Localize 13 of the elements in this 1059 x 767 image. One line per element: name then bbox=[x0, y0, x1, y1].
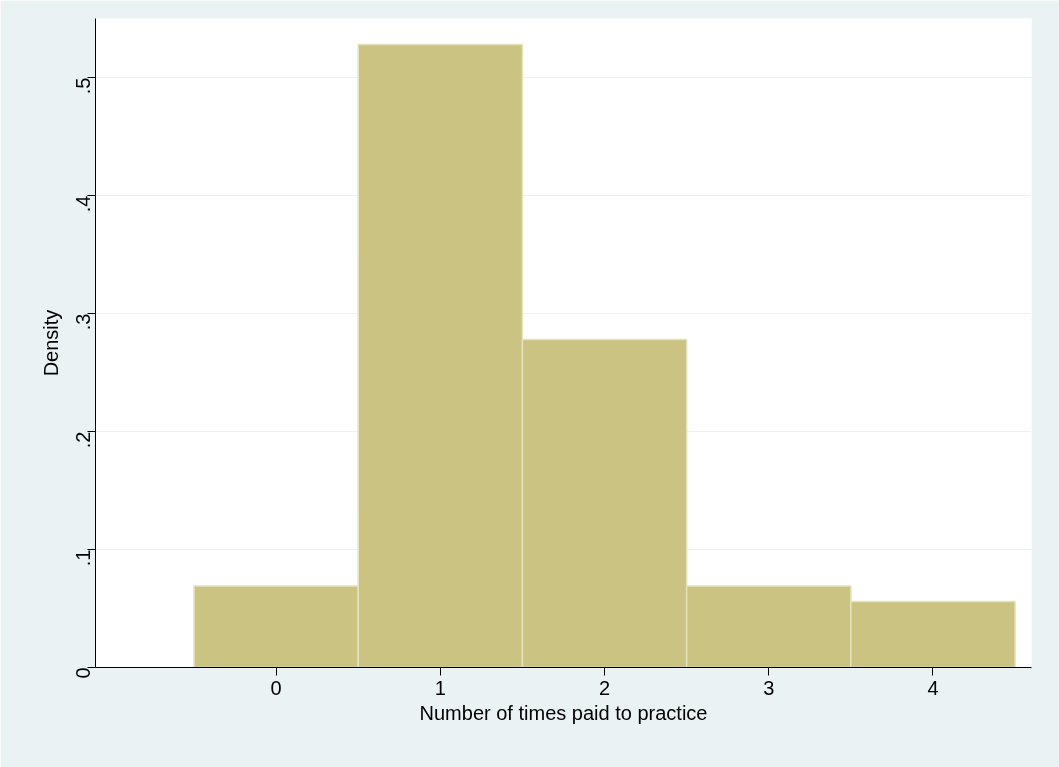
x-tick-label: 4 bbox=[927, 676, 939, 699]
y-tick-label: 0 bbox=[71, 667, 94, 679]
x-tick-label: 1 bbox=[434, 676, 446, 699]
x-tick-label: 2 bbox=[598, 676, 611, 699]
y-axis-title: Density bbox=[39, 309, 62, 377]
y-tick-label: .2 bbox=[71, 431, 94, 449]
y-tick-label: .1 bbox=[71, 549, 94, 567]
x-tick-label: 3 bbox=[763, 676, 775, 699]
x-tick-label: 0 bbox=[270, 676, 282, 699]
x-axis-title: Number of times paid to practice bbox=[419, 701, 708, 724]
y-tick-label: .5 bbox=[71, 77, 94, 95]
y-tick-label: .4 bbox=[71, 195, 94, 213]
y-tick-label: .3 bbox=[71, 313, 94, 331]
